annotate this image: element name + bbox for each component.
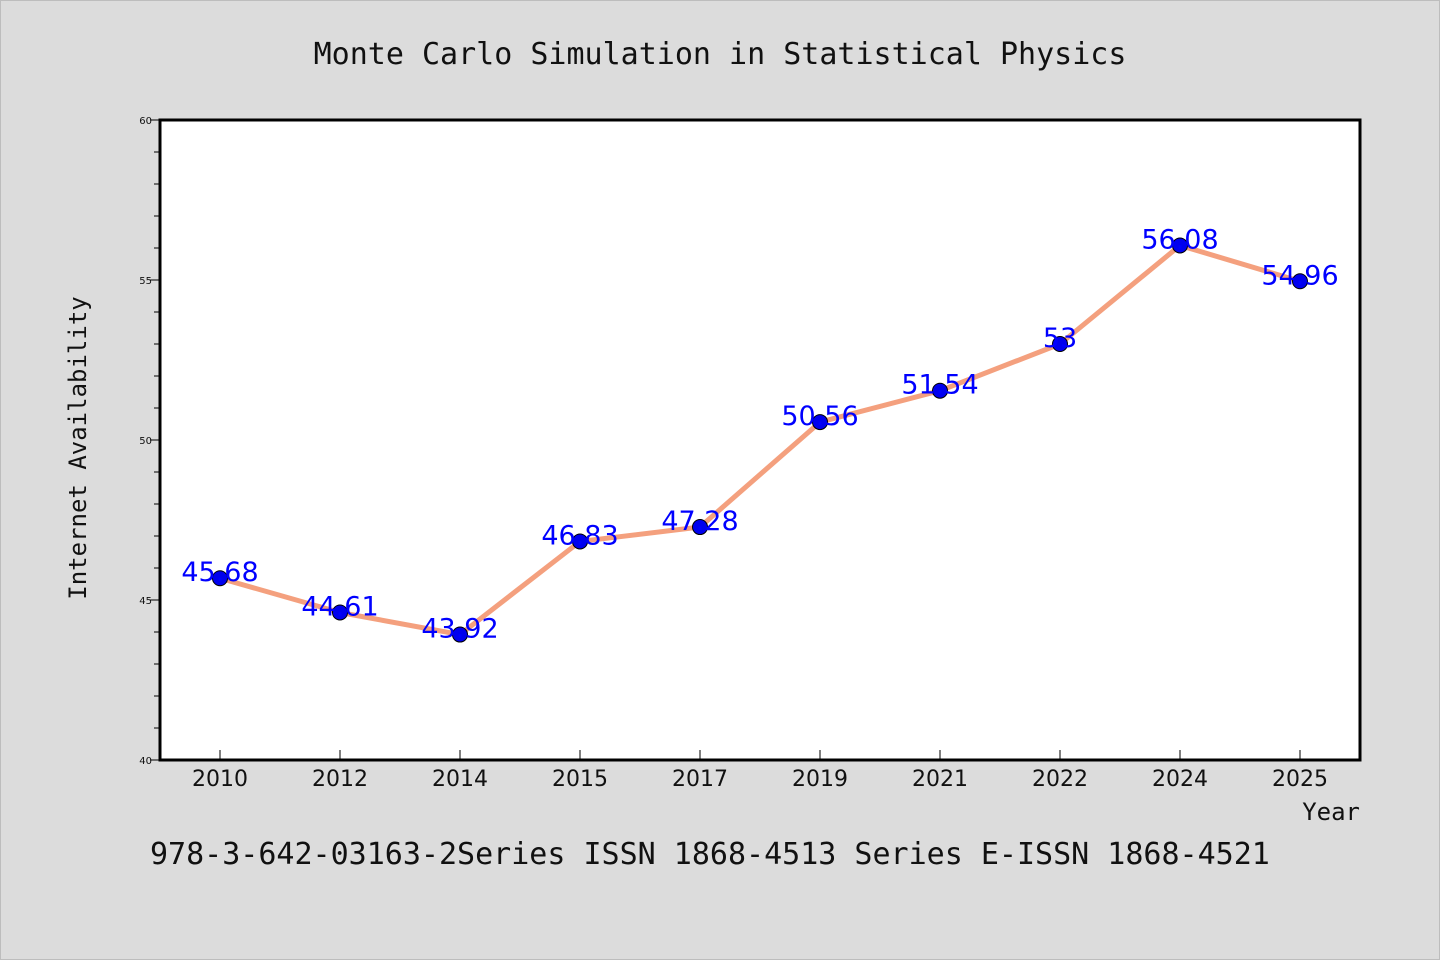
data-label-2019: 50.56 [781, 401, 858, 432]
y-axis-label: Internet Availability [64, 296, 92, 599]
data-point-2017 [692, 519, 708, 536]
data-label-2015: 46.83 [541, 520, 618, 551]
footer-text: 978-3-642-03163-2Series ISSN 1868-4513 S… [150, 837, 1270, 872]
y-axis: 40 45 50 55 60 [139, 116, 160, 767]
x-tick-label: 2014 [432, 767, 488, 792]
x-tick-label: 2017 [672, 767, 728, 792]
series-line [217, 242, 1303, 638]
series-layer: 45.68 44.61 43.92 46.83 47.28 50.56 51.54 53 56.… [181, 224, 1338, 644]
x-axis: 2010 2012 2014 2015 2017 2019 2021 2022 2024 2025 [192, 750, 1328, 792]
chart-title: Monte Carlo Simulation in Statistical Ph… [314, 37, 1127, 72]
y-tick-label: 55 [139, 276, 152, 287]
x-tick-label: 2010 [192, 767, 248, 792]
x-axis-label: Year [1302, 798, 1360, 826]
data-point-2014 [452, 626, 468, 643]
data-point-2015 [572, 533, 588, 550]
data-point-2012 [332, 604, 348, 621]
data-point-2010 [212, 570, 228, 587]
data-label-2025: 54.96 [1261, 260, 1338, 291]
data-point-2025 [1292, 273, 1308, 290]
x-tick-label: 2025 [1272, 767, 1328, 792]
data-label-2010: 45.68 [181, 557, 258, 588]
x-tick-label: 2019 [792, 767, 848, 792]
data-label-2014: 43.92 [421, 614, 498, 645]
x-tick-label: 2012 [312, 767, 368, 792]
x-tick-label: 2021 [912, 767, 968, 792]
y-tick-label: 50 [139, 436, 152, 447]
data-label-2017: 47.28 [661, 506, 738, 537]
y-tick-label: 60 [139, 116, 152, 127]
data-label-2024: 56.08 [1141, 224, 1218, 255]
data-point-2024 [1172, 237, 1188, 254]
x-tick-label: 2015 [552, 767, 608, 792]
data-point-2019 [812, 414, 828, 431]
y-tick-label: 40 [139, 756, 152, 767]
x-tick-label: 2022 [1032, 767, 1088, 792]
y-tick-label: 45 [139, 596, 152, 607]
data-point-2021 [932, 382, 948, 399]
data-label-2021: 51.54 [901, 370, 978, 401]
data-point-2022 [1052, 336, 1068, 352]
data-label-2022: 53 [1043, 323, 1077, 354]
plot-area [158, 118, 1362, 762]
data-label-2012: 44.61 [301, 591, 378, 622]
x-tick-label: 2024 [1152, 767, 1208, 792]
